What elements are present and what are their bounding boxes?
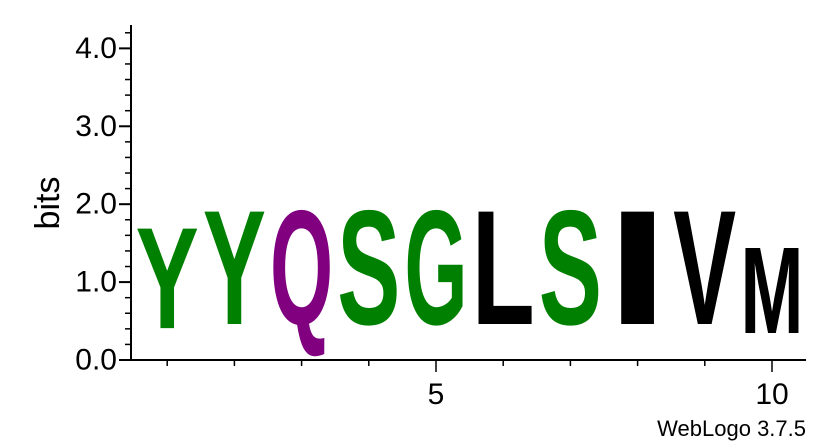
- weblogo-version-label: WebLogo 3.7.5: [657, 416, 806, 441]
- x-tick-label: 10: [755, 378, 788, 411]
- logo-letter-y-pos-2: Y: [203, 177, 266, 359]
- y-axis: 0.0 1.0 2.0 3.0 4.0: [75, 25, 132, 377]
- y-axis-label: bits: [29, 177, 67, 230]
- logo-letter-m-pos-10: M: [740, 221, 803, 360]
- y-tick-label: 4.0: [75, 32, 117, 65]
- logo-letter-g-pos-5: G: [404, 177, 467, 359]
- y-tick-label: 1.0: [75, 266, 117, 299]
- logo-letter-v-pos-9: V: [673, 177, 736, 360]
- logo-letter-s-pos-7: S: [539, 177, 602, 359]
- y-tick-label: 2.0: [75, 188, 117, 221]
- logo-letter-l-pos-6: L: [472, 176, 535, 359]
- logo-letter-s-pos-4: S: [337, 177, 400, 359]
- x-axis: 5 10: [131, 359, 806, 411]
- y-tick-label: 3.0: [75, 110, 117, 143]
- logo-letter-i-pos-8: I: [606, 176, 669, 359]
- logo-letter-y-pos-1: Y: [136, 197, 199, 359]
- x-tick-label: 5: [428, 378, 445, 411]
- logo-letter-q-pos-3: Q: [270, 177, 333, 359]
- y-tick-label: 0.0: [75, 344, 117, 377]
